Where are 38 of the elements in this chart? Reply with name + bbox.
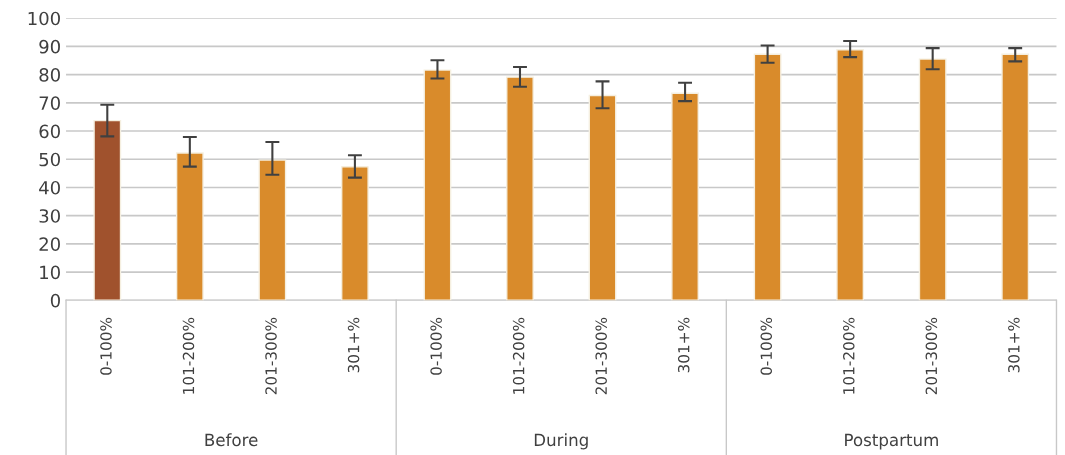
- bar: [836, 49, 865, 301]
- y-tick-label: 80: [39, 68, 60, 82]
- x-tick-label: 301+%: [347, 317, 360, 373]
- y-tick-label: 50: [39, 152, 60, 167]
- x-tick-label: 0-100%: [760, 317, 773, 375]
- x-tick-label: 301+%: [1008, 317, 1020, 373]
- x-tick-label: 201-300%: [595, 317, 607, 395]
- x-tick-label: 201-300%: [265, 317, 277, 395]
- bar: [93, 119, 122, 301]
- bar: [423, 69, 452, 301]
- x-tick-label: 101-200%: [182, 317, 195, 394]
- y-tick-label: 0: [50, 293, 60, 308]
- x-tick-label: 0-100%: [430, 317, 442, 375]
- bar: [175, 152, 204, 301]
- bar: [506, 76, 534, 301]
- bar: [753, 53, 782, 301]
- bar: [1001, 53, 1030, 301]
- y-tick-label: 90: [39, 39, 60, 54]
- x-tick-label: 101-200%: [512, 317, 525, 394]
- bar: [671, 92, 699, 301]
- bar: [341, 166, 369, 301]
- x-tick-label: 101-200%: [843, 317, 855, 394]
- y-tick-label: 30: [39, 209, 60, 223]
- bar: [588, 94, 617, 301]
- x-tick-label: 301+%: [677, 317, 690, 373]
- text: During: [534, 433, 588, 450]
- y-tick-label: 20: [39, 237, 60, 251]
- y-tick-label: 10: [40, 265, 60, 280]
- text: Before: [205, 433, 258, 447]
- text: Postpartum: [845, 433, 938, 450]
- y-tick-label: 60: [39, 124, 60, 139]
- y-tick-label: 100: [28, 11, 60, 26]
- bar: [258, 159, 287, 301]
- y-tick-label: 70: [39, 96, 60, 110]
- x-tick-label: 0-100%: [100, 317, 112, 375]
- y-tick-label: 40: [39, 180, 60, 195]
- x-tick-label: 201-300%: [925, 317, 938, 395]
- bar: [918, 58, 947, 301]
